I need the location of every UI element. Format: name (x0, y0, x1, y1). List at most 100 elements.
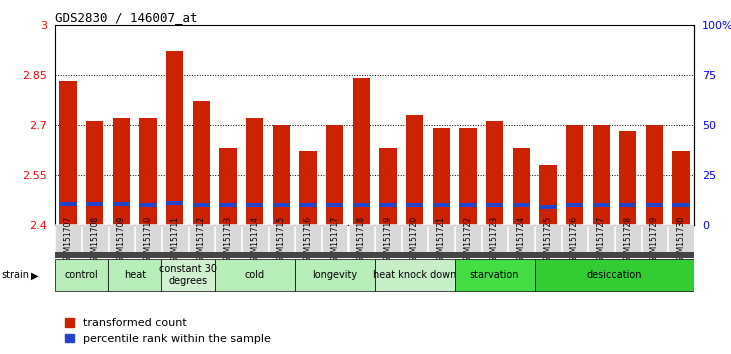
Text: GSM151727: GSM151727 (596, 216, 606, 262)
Bar (246, 118, 263, 225)
Bar (219, 148, 237, 225)
Bar (300, 203, 317, 207)
FancyBboxPatch shape (668, 224, 694, 253)
Bar (645, 125, 663, 225)
Bar (219, 204, 237, 207)
Bar (566, 204, 583, 207)
Text: GSM151713: GSM151713 (224, 216, 232, 262)
Text: GSM151707: GSM151707 (64, 216, 72, 262)
FancyBboxPatch shape (162, 224, 188, 253)
Text: strain: strain (1, 270, 29, 280)
Bar (459, 128, 477, 225)
Text: GSM151717: GSM151717 (330, 216, 339, 262)
Bar (566, 125, 583, 225)
Bar (113, 202, 130, 206)
Text: GSM151730: GSM151730 (677, 216, 686, 262)
FancyBboxPatch shape (455, 224, 481, 253)
Bar (59, 202, 77, 206)
FancyBboxPatch shape (428, 224, 454, 253)
Bar (433, 128, 450, 225)
Bar (619, 131, 637, 225)
Bar (246, 203, 263, 207)
FancyBboxPatch shape (535, 224, 561, 253)
FancyBboxPatch shape (349, 224, 374, 253)
Bar (593, 125, 610, 225)
FancyBboxPatch shape (374, 259, 455, 291)
Bar (166, 201, 183, 205)
Legend: transformed count, percentile rank within the sample: transformed count, percentile rank withi… (61, 314, 275, 348)
Text: GSM151711: GSM151711 (170, 216, 179, 262)
Bar (352, 203, 370, 207)
Bar (406, 115, 423, 225)
Text: GSM151724: GSM151724 (517, 216, 526, 262)
Bar (166, 51, 183, 225)
FancyBboxPatch shape (642, 224, 667, 253)
FancyBboxPatch shape (55, 259, 108, 291)
Bar (433, 204, 450, 207)
FancyBboxPatch shape (455, 259, 534, 291)
Text: GSM151714: GSM151714 (250, 216, 260, 262)
FancyBboxPatch shape (322, 224, 347, 253)
FancyBboxPatch shape (615, 224, 640, 253)
Bar (539, 205, 556, 210)
Bar (593, 204, 610, 207)
Text: heat knock down: heat knock down (373, 270, 456, 280)
Bar (86, 202, 104, 206)
Bar (59, 81, 77, 225)
FancyBboxPatch shape (375, 224, 401, 253)
FancyBboxPatch shape (482, 224, 507, 253)
FancyBboxPatch shape (534, 259, 694, 291)
FancyBboxPatch shape (135, 224, 161, 253)
Text: heat: heat (124, 270, 146, 280)
FancyBboxPatch shape (215, 259, 295, 291)
Bar (512, 204, 530, 207)
Bar (673, 152, 690, 225)
FancyBboxPatch shape (56, 224, 81, 253)
FancyBboxPatch shape (588, 224, 614, 253)
Bar (113, 118, 130, 225)
Bar (539, 165, 556, 225)
Text: GSM151728: GSM151728 (624, 216, 632, 262)
Text: GSM151729: GSM151729 (650, 216, 659, 262)
Text: control: control (64, 270, 99, 280)
FancyBboxPatch shape (108, 259, 162, 291)
Text: GDS2830 / 146007_at: GDS2830 / 146007_at (55, 11, 197, 24)
FancyBboxPatch shape (162, 259, 215, 291)
Text: GSM151726: GSM151726 (570, 216, 579, 262)
FancyBboxPatch shape (242, 224, 268, 253)
FancyBboxPatch shape (268, 224, 294, 253)
Bar (273, 125, 290, 225)
Bar (406, 203, 423, 207)
Text: GSM151715: GSM151715 (277, 216, 286, 262)
Text: GSM151716: GSM151716 (303, 216, 313, 262)
Text: GSM151723: GSM151723 (490, 216, 499, 262)
Bar (486, 203, 503, 207)
Bar (140, 204, 156, 207)
Text: GSM151720: GSM151720 (410, 216, 419, 262)
Bar (379, 148, 397, 225)
Text: GSM151719: GSM151719 (384, 216, 393, 262)
Text: constant 30
degrees: constant 30 degrees (159, 264, 217, 286)
Bar (459, 203, 477, 207)
Bar (300, 152, 317, 225)
Bar (273, 204, 290, 207)
FancyBboxPatch shape (561, 224, 587, 253)
FancyBboxPatch shape (295, 224, 321, 253)
FancyBboxPatch shape (109, 224, 135, 253)
Text: desiccation: desiccation (587, 270, 643, 280)
Text: GSM151709: GSM151709 (117, 216, 126, 262)
Bar (193, 203, 210, 207)
FancyBboxPatch shape (82, 224, 107, 253)
Bar (326, 125, 344, 225)
Text: GSM151708: GSM151708 (91, 216, 99, 262)
Bar (193, 102, 210, 225)
Bar (486, 121, 503, 225)
Bar (645, 204, 663, 207)
Text: longevity: longevity (312, 270, 357, 280)
Bar (326, 203, 344, 207)
Text: ▶: ▶ (31, 270, 38, 280)
Text: GSM151718: GSM151718 (357, 216, 366, 262)
Text: GSM151722: GSM151722 (463, 216, 472, 262)
FancyBboxPatch shape (295, 259, 374, 291)
FancyBboxPatch shape (509, 224, 534, 253)
